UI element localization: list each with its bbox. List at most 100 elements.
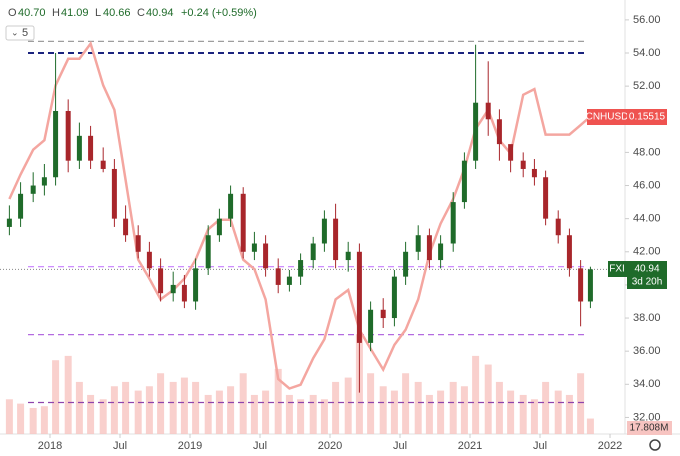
volume-bar <box>332 381 340 434</box>
candle-body <box>146 251 152 269</box>
volume-bar <box>64 355 72 434</box>
x-tick-label: Jul <box>113 440 127 452</box>
candle-body <box>555 218 561 236</box>
candle-body <box>403 251 409 277</box>
candle-body <box>380 309 386 319</box>
candle-body <box>345 251 351 261</box>
header-o: O <box>8 7 17 19</box>
price-box <box>627 261 667 289</box>
candle-body <box>30 185 36 194</box>
y-tick-label: 36.00 <box>633 345 661 357</box>
volume-bar <box>402 373 410 434</box>
volume-bar <box>250 394 258 434</box>
volume-bar <box>169 381 177 434</box>
settings-icon[interactable] <box>649 439 661 451</box>
compare-line <box>8 40 592 390</box>
volume-bar <box>449 381 457 434</box>
y-tick-label: 52.00 <box>633 80 661 92</box>
candle-body <box>473 102 479 161</box>
x-tick-label: Jul <box>533 440 547 452</box>
volume-bar <box>507 390 515 434</box>
candle-body <box>461 160 467 203</box>
header-close: 40.94 <box>146 7 174 19</box>
candle-body <box>531 168 537 178</box>
volume-bar <box>554 390 562 434</box>
candle-body <box>391 276 397 319</box>
compare-symbol: CNHUSD <box>586 112 629 123</box>
indicator-count: 5 <box>22 27 28 39</box>
volume-bar <box>157 373 165 434</box>
candle-body <box>123 218 129 236</box>
x-tick-label: 2019 <box>178 440 202 452</box>
candle-body <box>88 135 94 161</box>
volume-bar <box>52 360 60 434</box>
y-tick-label: 56.00 <box>633 14 661 26</box>
candle-body <box>333 218 339 261</box>
candle-body <box>18 193 24 219</box>
candle-body <box>485 102 491 120</box>
volume-bar <box>344 377 352 434</box>
candle-body <box>135 235 141 252</box>
volume-bar <box>320 399 328 434</box>
volume-bar <box>285 394 293 434</box>
candle-body <box>496 119 502 145</box>
volume-bar <box>17 403 25 434</box>
candle-body <box>321 218 327 244</box>
compare-price-box <box>627 109 667 125</box>
candle-body <box>520 160 526 169</box>
candle-body <box>508 144 514 161</box>
volume-label: 17.808M <box>630 423 669 434</box>
header-change: +0.24 (+0.59%) <box>181 7 257 19</box>
symbol: FXI <box>609 264 625 275</box>
y-tick-label: 46.00 <box>633 179 661 191</box>
header-open: 40.70 <box>18 7 46 19</box>
volume-bar <box>495 381 503 434</box>
candle-body <box>240 193 246 252</box>
y-tick-label: 54.00 <box>633 47 661 59</box>
volume-bar <box>239 373 247 434</box>
volume-bar <box>586 418 594 434</box>
candle-body <box>6 218 12 227</box>
volume-bar <box>297 399 305 434</box>
x-tick-label: 2018 <box>38 440 62 452</box>
volume-bar <box>122 381 130 434</box>
last-price: 40.94 <box>634 264 659 275</box>
volume-bar <box>309 394 317 434</box>
countdown: 3d 20h <box>632 277 663 288</box>
y-tick-label: 32.00 <box>633 411 661 423</box>
volume-bar <box>530 399 538 434</box>
candle-body <box>263 243 269 269</box>
candle-body <box>76 135 82 161</box>
candle-body <box>368 309 374 343</box>
plot <box>0 19 629 438</box>
volume-bar <box>145 386 153 434</box>
volume-bar <box>180 377 188 434</box>
volume-bar <box>425 394 433 434</box>
candle-body <box>41 177 47 186</box>
candle-body <box>193 268 199 302</box>
candle-body <box>275 268 281 285</box>
y-tick-label: 38.00 <box>633 312 661 324</box>
candle-body <box>298 260 304 277</box>
volume-bar <box>227 386 235 434</box>
y-tick-label: 42.00 <box>633 246 661 258</box>
candle-body <box>578 268 584 302</box>
candle-body <box>205 235 211 269</box>
x-tick-label: 2021 <box>458 440 482 452</box>
header-low: 40.66 <box>103 7 131 19</box>
candle-body <box>251 243 257 252</box>
candle-body <box>286 276 292 285</box>
volume-bar <box>110 386 118 434</box>
volume-box <box>627 421 672 435</box>
volume-bar <box>40 406 48 434</box>
volume-bar <box>134 390 142 434</box>
candle-body <box>543 177 549 219</box>
candle-body <box>356 251 362 343</box>
indicator-toggle[interactable] <box>5 25 35 41</box>
volume-bar <box>577 373 585 434</box>
volume-bar <box>390 390 398 434</box>
volume-bar <box>87 394 95 434</box>
volume-bar <box>414 381 422 434</box>
